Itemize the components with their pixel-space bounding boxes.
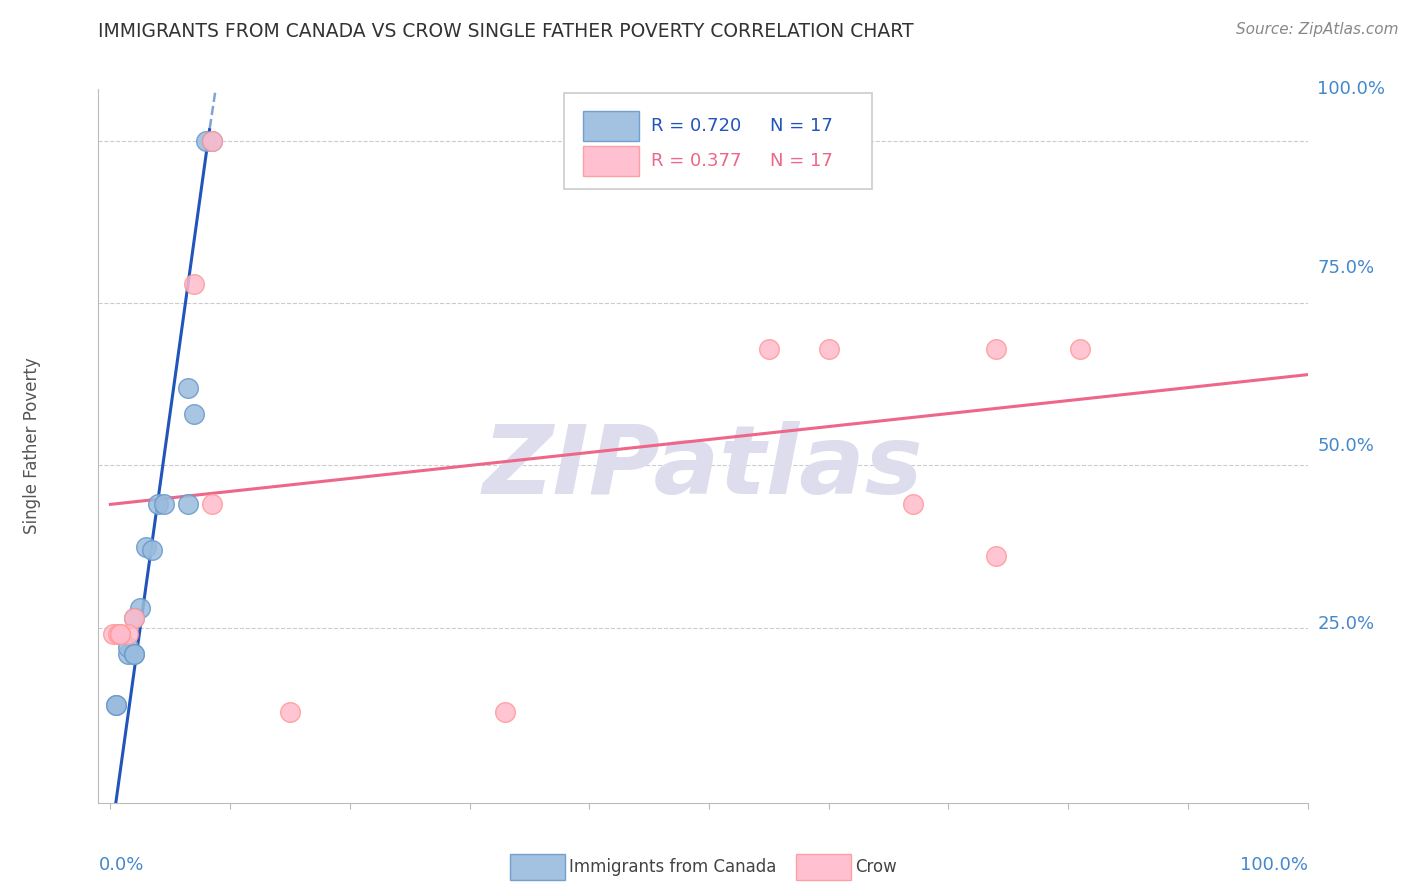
- Text: Single Father Poverty: Single Father Poverty: [22, 358, 41, 534]
- Text: 50.0%: 50.0%: [1317, 437, 1374, 455]
- FancyBboxPatch shape: [583, 111, 638, 141]
- Text: R = 0.377: R = 0.377: [651, 153, 741, 170]
- Text: ZIPatlas: ZIPatlas: [482, 421, 924, 514]
- Text: 100.0%: 100.0%: [1240, 856, 1308, 874]
- Text: N = 17: N = 17: [769, 117, 832, 135]
- Point: [817, 342, 839, 356]
- Point: [117, 647, 139, 661]
- Point: [108, 627, 131, 641]
- Point: [117, 640, 139, 654]
- Point: [278, 705, 301, 719]
- Text: 100.0%: 100.0%: [1317, 80, 1385, 98]
- Point: [105, 698, 128, 713]
- Point: [901, 497, 924, 511]
- Point: [195, 134, 218, 148]
- Point: [183, 407, 205, 421]
- Point: [758, 342, 780, 356]
- Point: [201, 134, 224, 148]
- FancyBboxPatch shape: [583, 146, 638, 177]
- Point: [177, 497, 200, 511]
- Text: N = 17: N = 17: [769, 153, 832, 170]
- Point: [141, 542, 163, 557]
- Point: [201, 497, 224, 511]
- Text: 25.0%: 25.0%: [1317, 615, 1375, 633]
- Point: [148, 497, 170, 511]
- Point: [177, 381, 200, 395]
- Point: [183, 277, 205, 291]
- Text: IMMIGRANTS FROM CANADA VS CROW SINGLE FATHER POVERTY CORRELATION CHART: IMMIGRANTS FROM CANADA VS CROW SINGLE FA…: [98, 22, 914, 41]
- Point: [107, 627, 129, 641]
- FancyBboxPatch shape: [564, 93, 872, 189]
- Point: [108, 627, 131, 641]
- Text: R = 0.720: R = 0.720: [651, 117, 741, 135]
- Text: 75.0%: 75.0%: [1317, 259, 1375, 277]
- Point: [105, 698, 128, 713]
- Point: [124, 611, 146, 625]
- Point: [129, 601, 152, 615]
- Point: [153, 497, 176, 511]
- Point: [135, 540, 157, 554]
- Point: [495, 705, 517, 719]
- Point: [986, 342, 1008, 356]
- Point: [986, 549, 1008, 564]
- Text: Immigrants from Canada: Immigrants from Canada: [569, 858, 776, 876]
- Point: [124, 647, 146, 661]
- Text: 0.0%: 0.0%: [98, 856, 143, 874]
- Point: [1069, 342, 1091, 356]
- Point: [124, 647, 146, 661]
- Text: Source: ZipAtlas.com: Source: ZipAtlas.com: [1236, 22, 1399, 37]
- Point: [124, 611, 146, 625]
- Point: [101, 627, 124, 641]
- Text: Crow: Crow: [855, 858, 897, 876]
- Point: [201, 134, 224, 148]
- Point: [117, 627, 139, 641]
